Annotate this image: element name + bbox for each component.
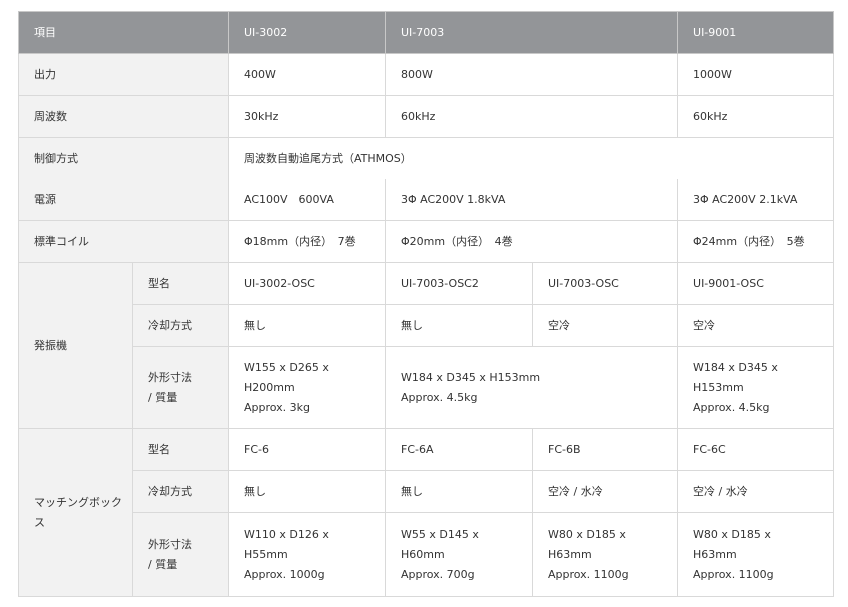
cell: 30kHz xyxy=(228,95,386,138)
cell: 3Φ AC200V 2.1kVA xyxy=(677,179,835,221)
sub-label: 外形寸法 / 質量 xyxy=(132,512,229,597)
cell: 無し xyxy=(228,470,386,513)
cell: FC-6C xyxy=(677,428,835,471)
cell: Φ24mm（内径） 5巻 xyxy=(677,220,835,263)
header-model: UI-7003 xyxy=(384,11,679,54)
sub-label: 外形寸法 / 質量 xyxy=(132,346,229,429)
row-label: 制御方式 xyxy=(18,137,229,179)
cell: W184 x D345 x H153mm Approx. 4.5kg xyxy=(677,346,835,429)
table-row: 冷却方式 無し 無し 空冷 / 水冷 空冷 / 水冷 xyxy=(19,470,835,513)
cell: 1000W xyxy=(677,53,835,96)
cell: AC100V 600VA xyxy=(228,179,386,221)
cell: W184 x D345 x H153mm Approx. 4.5kg xyxy=(384,346,679,429)
row-label: 出力 xyxy=(18,53,229,96)
table-row: マッチングボックス 型名 FC-6 FC-6A FC-6B FC-6C xyxy=(18,428,835,597)
table-row: 外形寸法 / 質量 W110 x D126 x H55mm Approx. 10… xyxy=(19,512,835,597)
cell: 空冷 / 水冷 xyxy=(677,470,835,513)
cell: Φ18mm（内径） 7巻 xyxy=(228,220,386,263)
cell: UI-7003-OSC2 xyxy=(385,262,533,305)
header-model: UI-9001 xyxy=(677,11,835,54)
table-row: 電源 AC100V 600VA 3Φ AC200V 1.8kVA 3Φ AC20… xyxy=(18,179,835,221)
table-row: 外形寸法 / 質量 W155 x D265 x H200mm Approx. 3… xyxy=(19,346,835,429)
cell: FC-6B xyxy=(531,428,679,471)
cell: UI-9001-OSC xyxy=(677,262,835,305)
sub-label: 型名 xyxy=(132,428,229,471)
cell: 空冷 / 水冷 xyxy=(531,470,679,513)
table-row: 発振機 型名 UI-3002-OSC UI-7003-OSC2 UI-7003-… xyxy=(18,262,835,429)
group-label: マッチングボックス xyxy=(18,428,133,597)
table-row: 標準コイル Φ18mm（内径） 7巻 Φ20mm（内径） 4巻 Φ24mm（内径… xyxy=(18,220,835,263)
header-item: 項目 xyxy=(18,11,229,54)
cell: W110 x D126 x H55mm Approx. 1000g xyxy=(228,512,386,597)
cell: 空冷 xyxy=(677,304,835,347)
row-label: 標準コイル xyxy=(18,220,229,263)
header-model: UI-3002 xyxy=(228,11,386,54)
cell: FC-6A xyxy=(385,428,533,471)
cell: 無し xyxy=(385,304,533,347)
group-label: 発振機 xyxy=(18,262,133,429)
sub-label: 型名 xyxy=(132,262,229,305)
cell: UI-3002-OSC xyxy=(228,262,386,305)
cell: UI-7003-OSC xyxy=(531,262,679,305)
cell: 無し xyxy=(385,470,533,513)
cell: Φ20mm（内径） 4巻 xyxy=(384,220,679,263)
cell: FC-6 xyxy=(228,428,386,471)
table-row: 制御方式 周波数自動追尾方式（ATHMOS） xyxy=(18,137,835,179)
spec-table: 項目 UI-3002 UI-7003 UI-9001 出力 400W 800W … xyxy=(18,11,835,597)
table-row: 冷却方式 無し 無し 空冷 空冷 xyxy=(19,304,835,347)
cell: 400W xyxy=(228,53,386,96)
cell: 60kHz xyxy=(677,95,835,138)
cell: 800W xyxy=(384,53,679,96)
cell: 無し xyxy=(228,304,386,347)
cell: 3Φ AC200V 1.8kVA xyxy=(384,179,679,221)
row-label: 電源 xyxy=(18,179,229,221)
row-label: 周波数 xyxy=(18,95,229,138)
cell: W55 x D145 x H60mm Approx. 700g xyxy=(385,512,533,597)
table-row: 周波数 30kHz 60kHz 60kHz xyxy=(18,95,835,138)
cell: W80 x D185 x H63mm Approx. 1100g xyxy=(677,512,835,597)
header-row: 項目 UI-3002 UI-7003 UI-9001 xyxy=(18,11,835,54)
cell: W155 x D265 x H200mm Approx. 3kg xyxy=(228,346,386,429)
cell: 周波数自動追尾方式（ATHMOS） xyxy=(227,137,835,179)
cell: 空冷 xyxy=(531,304,679,347)
sub-label: 冷却方式 xyxy=(132,470,229,513)
cell: W80 x D185 x H63mm Approx. 1100g xyxy=(531,512,679,597)
sub-label: 冷却方式 xyxy=(132,304,229,347)
table-row: 出力 400W 800W 1000W xyxy=(18,53,835,96)
cell: 60kHz xyxy=(384,95,679,138)
